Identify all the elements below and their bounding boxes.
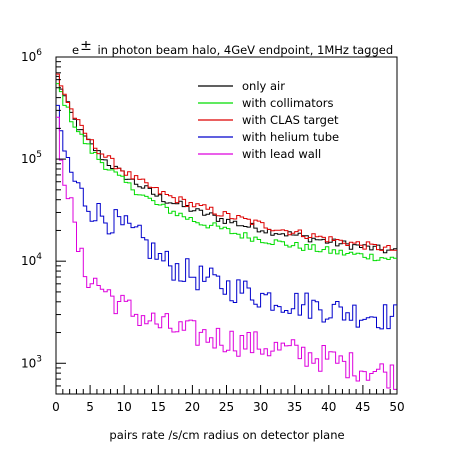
x-tick-label: 0: [52, 400, 60, 414]
axis-layer: 0 5 10 15 20 25 30 35 40 45 50 103 104 105 106: [21, 48, 405, 414]
chart-title: e± in photon beam halo, 4GeV endpoint, 1…: [72, 38, 393, 57]
legend-label: with CLAS target: [242, 113, 339, 127]
x-tick-label: 10: [117, 400, 132, 414]
x-axis-label: pairs rate /s/cm radius on detector plan…: [109, 428, 345, 442]
title-prefix: e: [72, 43, 80, 57]
legend-label: only air: [242, 79, 285, 93]
x-tick-label: 50: [389, 400, 404, 414]
x-tick-label: 15: [151, 400, 166, 414]
x-tick-label: 30: [253, 400, 268, 414]
x-tick-label: 5: [86, 400, 94, 414]
x-tick-label: 25: [219, 400, 234, 414]
title-superscript: ±: [80, 38, 92, 54]
legend-label: with helium tube: [242, 130, 339, 144]
y-tick-label: 106: [21, 48, 42, 64]
x-tick-label: 45: [355, 400, 370, 414]
title-rest: in photon beam halo, 4GeV endpoint, 1MHz…: [93, 43, 394, 57]
series-line: [56, 104, 397, 330]
legend-label: with lead wall: [242, 147, 321, 161]
x-tick-label: 40: [321, 400, 336, 414]
series-line: [56, 83, 397, 262]
legend: only air with collimators with CLAS target…: [198, 79, 339, 161]
y-tick-label: 105: [21, 150, 42, 166]
series-layer: [56, 73, 397, 390]
series-line: [56, 73, 397, 251]
x-tick-label: 20: [185, 400, 200, 414]
y-tick-label: 104: [21, 252, 42, 268]
series-line: [56, 116, 397, 390]
y-tick-label: 103: [21, 354, 42, 370]
x-tick-label: 35: [287, 400, 302, 414]
legend-label: with collimators: [242, 96, 334, 110]
